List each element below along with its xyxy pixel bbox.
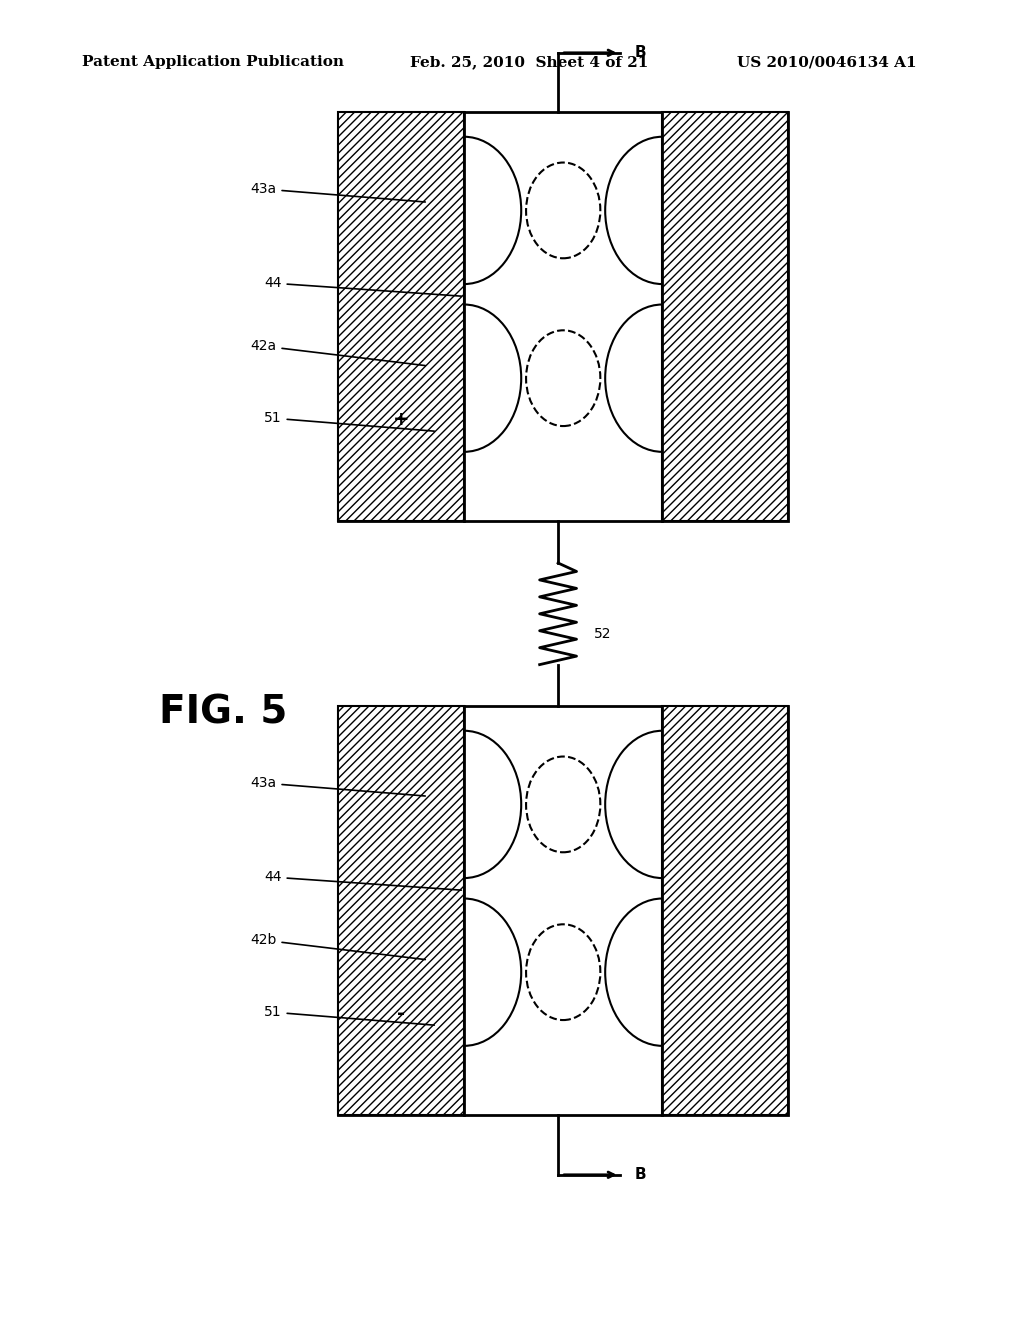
Bar: [338, 706, 788, 1115]
Text: Feb. 25, 2010  Sheet 4 of 21: Feb. 25, 2010 Sheet 4 of 21: [410, 55, 648, 70]
Bar: [338, 706, 464, 1115]
Bar: [338, 112, 788, 521]
Text: 43a: 43a: [250, 776, 425, 796]
Bar: [338, 112, 464, 521]
Text: 51: 51: [264, 1005, 434, 1026]
Text: FIG. 5: FIG. 5: [159, 694, 287, 731]
Circle shape: [526, 756, 600, 853]
Bar: [663, 706, 788, 1115]
Circle shape: [526, 924, 600, 1020]
Text: 44: 44: [264, 276, 461, 296]
Text: 51: 51: [264, 411, 434, 432]
Text: Patent Application Publication: Patent Application Publication: [82, 55, 344, 70]
Bar: [663, 112, 788, 521]
Text: +: +: [393, 409, 410, 429]
Text: 42a: 42a: [250, 339, 425, 366]
Text: 43a: 43a: [250, 182, 425, 202]
Text: 44: 44: [264, 870, 461, 890]
Text: 52: 52: [594, 627, 611, 640]
Text: B: B: [635, 1167, 646, 1183]
Text: 42b: 42b: [250, 933, 425, 960]
Text: US 2010/0046134 A1: US 2010/0046134 A1: [737, 55, 916, 70]
Circle shape: [526, 162, 600, 259]
Text: B: B: [635, 45, 646, 61]
Text: -: -: [397, 1003, 406, 1023]
Circle shape: [526, 330, 600, 426]
